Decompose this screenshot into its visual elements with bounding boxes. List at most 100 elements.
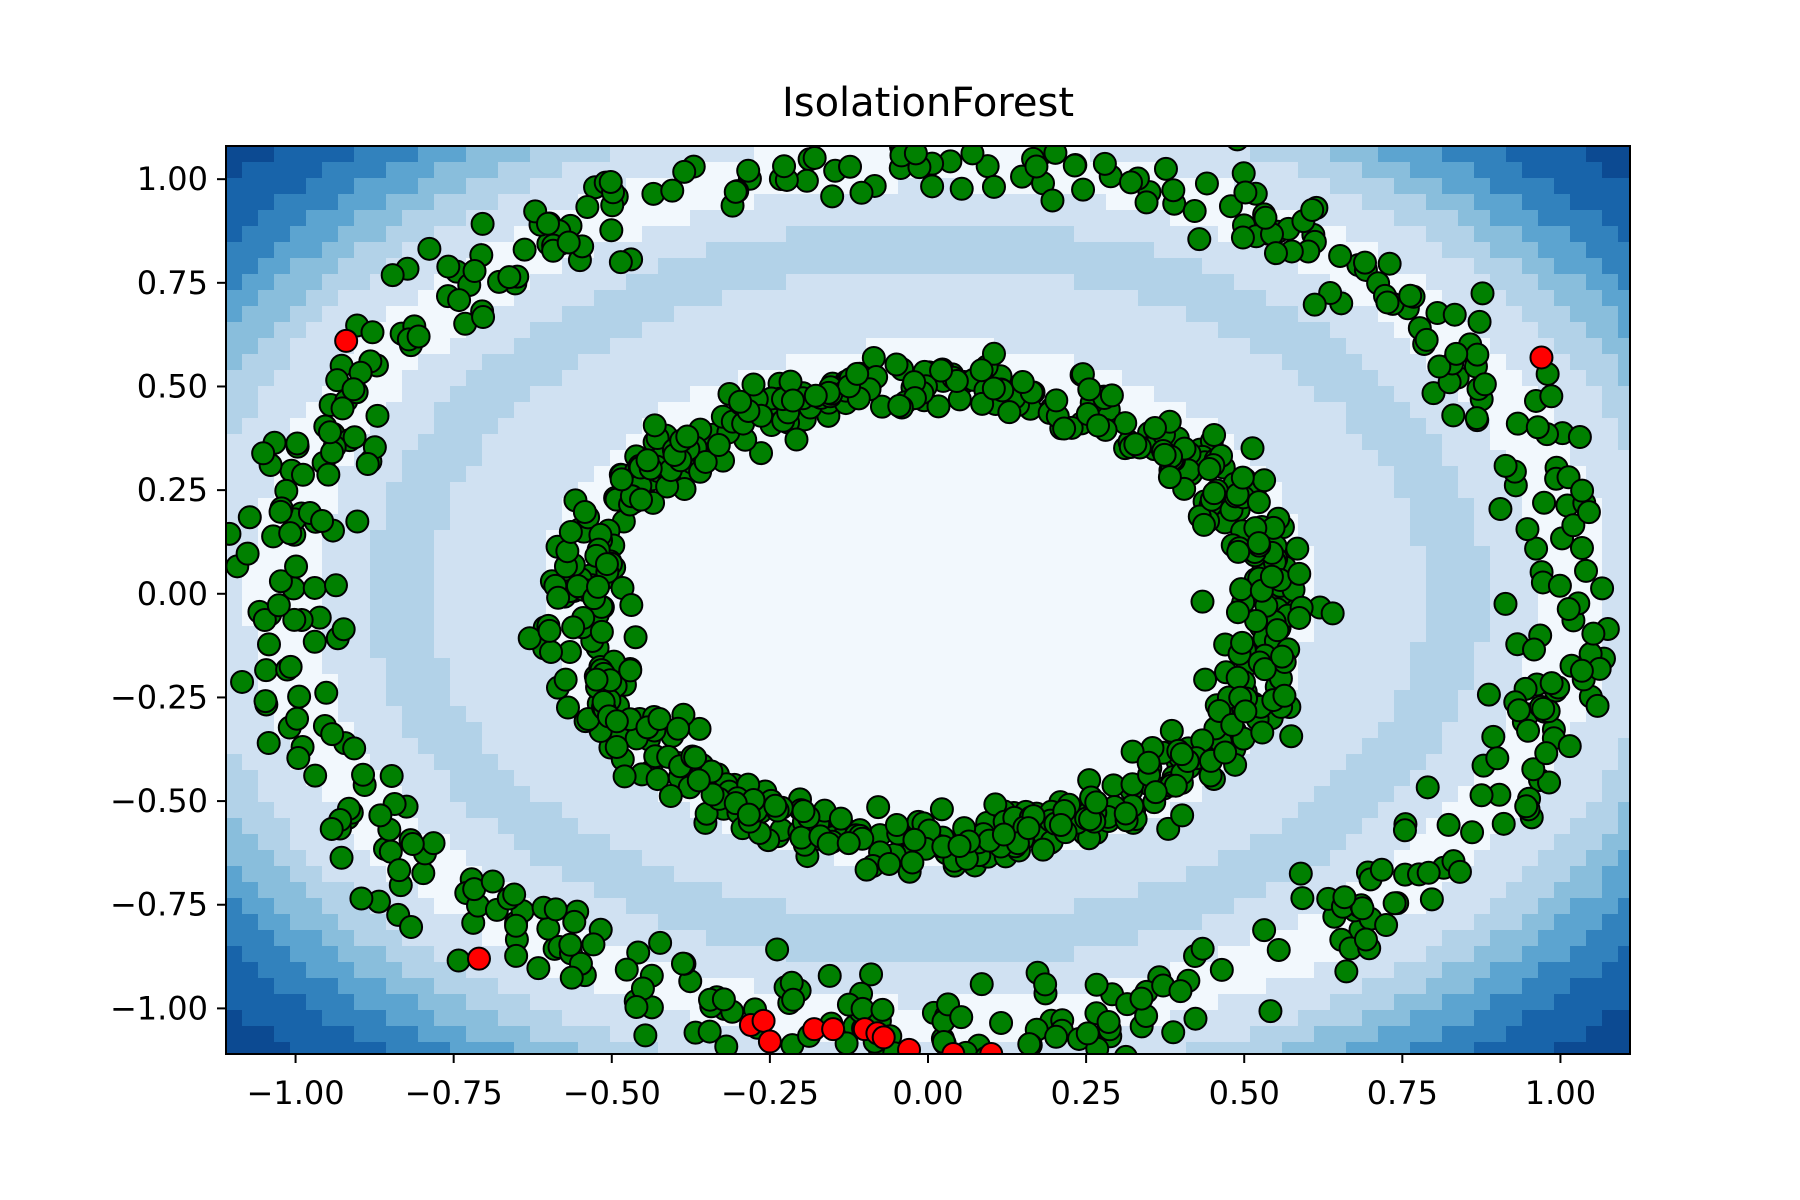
contour-cell	[1522, 450, 1539, 467]
contour-cell	[1202, 626, 1219, 643]
contour-cell	[946, 450, 963, 467]
contour-cell	[1618, 610, 1630, 627]
contour-cell	[514, 802, 531, 819]
contour-cell	[1314, 834, 1331, 851]
contour-cell	[1602, 786, 1619, 803]
contour-cell	[546, 402, 563, 419]
contour-cell	[722, 722, 739, 739]
contour-cell	[466, 978, 483, 995]
contour-cell	[1618, 738, 1630, 755]
contour-cell	[290, 338, 307, 355]
contour-cell	[690, 290, 707, 307]
contour-cell	[482, 690, 499, 707]
contour-cell	[1554, 994, 1571, 1011]
contour-cell	[850, 226, 867, 243]
contour-cell	[802, 770, 819, 787]
contour-cell	[1122, 210, 1139, 227]
contour-cell	[562, 882, 579, 899]
contour-cell	[866, 514, 883, 531]
contour-cell	[1266, 962, 1283, 979]
contour-cell	[1010, 658, 1027, 675]
contour-cell	[642, 338, 659, 355]
contour-cell	[962, 802, 979, 819]
contour-cell	[258, 946, 275, 963]
contour-cell	[1010, 978, 1027, 995]
contour-cell	[1074, 898, 1091, 915]
contour-cell	[1346, 546, 1363, 563]
contour-cell	[674, 354, 691, 371]
contour-cell	[274, 258, 291, 275]
contour-cell	[674, 226, 691, 243]
contour-cell	[706, 610, 723, 627]
contour-cell	[290, 834, 307, 851]
contour-cell	[930, 866, 947, 883]
contour-cell	[1474, 898, 1491, 915]
contour-cell	[1122, 322, 1139, 339]
contour-cell	[1026, 242, 1043, 259]
contour-cell	[610, 450, 627, 467]
contour-cell	[994, 994, 1011, 1011]
contour-cell	[994, 946, 1011, 963]
contour-cell	[1186, 610, 1203, 627]
contour-cell	[1378, 546, 1395, 563]
contour-cell	[1250, 386, 1267, 403]
contour-cell	[514, 370, 531, 387]
contour-cell	[482, 498, 499, 515]
contour-cell	[514, 610, 531, 627]
contour-cell	[1298, 1026, 1315, 1043]
contour-cell	[1218, 866, 1235, 883]
contour-cell	[258, 914, 275, 931]
contour-cell	[642, 530, 659, 547]
contour-cell	[674, 258, 691, 275]
contour-cell	[1410, 402, 1427, 419]
contour-cell	[866, 482, 883, 499]
contour-cell	[1618, 306, 1630, 323]
contour-cell	[1298, 642, 1315, 659]
contour-cell	[1474, 194, 1491, 211]
contour-cell	[466, 994, 483, 1011]
contour-cell	[754, 498, 771, 515]
contour-cell	[962, 162, 979, 179]
contour-cell	[578, 834, 595, 851]
contour-cell	[850, 898, 867, 915]
contour-cell	[1442, 242, 1459, 259]
contour-cell	[546, 498, 563, 515]
contour-cell	[1314, 930, 1331, 947]
contour-cell	[306, 162, 323, 179]
contour-cell	[1314, 482, 1331, 499]
contour-cell	[1282, 306, 1299, 323]
contour-cell	[978, 322, 995, 339]
contour-cell	[306, 402, 323, 419]
contour-cell	[722, 242, 739, 259]
contour-cell	[1138, 498, 1155, 515]
contour-cell	[1346, 418, 1363, 435]
contour-cell	[1042, 578, 1059, 595]
contour-cell	[514, 1010, 531, 1027]
contour-cell	[1378, 626, 1395, 643]
contour-cell	[1394, 770, 1411, 787]
contour-cell	[1586, 194, 1603, 211]
contour-cell	[1602, 962, 1619, 979]
contour-cell	[1074, 434, 1091, 451]
contour-cell	[962, 530, 979, 547]
contour-cell	[930, 498, 947, 515]
contour-cell	[642, 594, 659, 611]
contour-cell	[930, 258, 947, 275]
contour-cell	[1106, 370, 1123, 387]
contour-cell	[530, 882, 547, 899]
contour-cell	[242, 850, 259, 867]
contour-cell	[1042, 626, 1059, 643]
contour-cell	[418, 290, 435, 307]
contour-cell	[594, 402, 611, 419]
contour-cell	[1490, 322, 1507, 339]
contour-cell	[258, 962, 275, 979]
contour-cell	[1106, 226, 1123, 243]
contour-cell	[1378, 450, 1395, 467]
contour-cell	[242, 466, 259, 483]
contour-cell	[866, 626, 883, 643]
contour-cell	[642, 242, 659, 259]
contour-cell	[706, 290, 723, 307]
contour-cell	[882, 194, 899, 211]
contour-cell	[418, 898, 435, 915]
contour-cell	[418, 594, 435, 611]
